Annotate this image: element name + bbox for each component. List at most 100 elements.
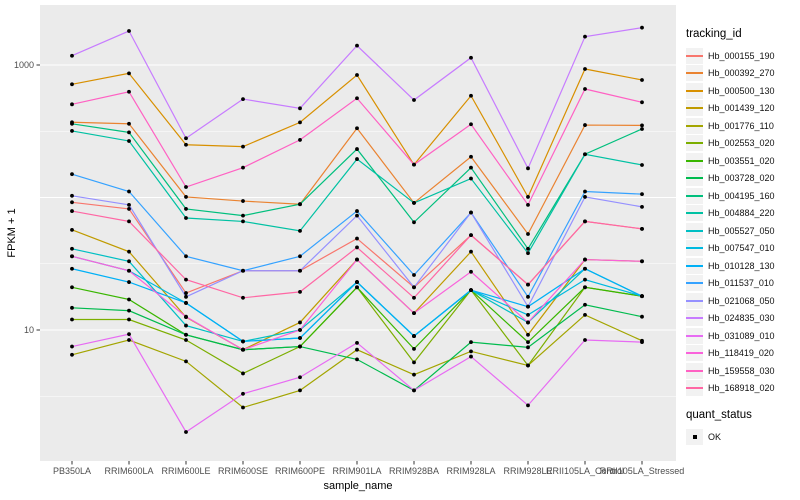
data-point (640, 340, 644, 345)
legend-rows: Hb_000155_190 Hb_000392_270 Hb_000500_130 H… (686, 47, 798, 397)
data-point (640, 25, 644, 30)
data-point (298, 388, 302, 393)
series-color-key (686, 152, 703, 169)
data-point (412, 273, 416, 277)
series-color-key (686, 310, 703, 327)
legend-item-label: Hb_001439_120 (708, 103, 775, 114)
data-point (184, 291, 188, 295)
x-tick-label: RRIM600PE (275, 466, 325, 476)
legend-item-Hb_000392_270: Hb_000392_270 (686, 65, 798, 83)
data-point (127, 259, 131, 264)
data-point (583, 189, 587, 194)
series-line-icon (686, 369, 703, 372)
legend-item-Hb_021068_050: Hb_021068_050 (686, 292, 798, 310)
legend-item-Hb_004195_160: Hb_004195_160 (686, 187, 798, 205)
data-point (70, 102, 74, 107)
data-point (127, 189, 131, 194)
data-point (355, 96, 359, 101)
data-point (70, 200, 74, 205)
data-point (70, 172, 74, 177)
data-point (127, 338, 131, 342)
legend-item-Hb_000155_190: Hb_000155_190 (686, 47, 798, 65)
legend-item-label: Hb_024835_030 (708, 313, 775, 324)
series-color-key (686, 47, 703, 64)
data-point (640, 100, 644, 105)
series-line-icon (686, 107, 703, 110)
series-line-icon (686, 89, 703, 92)
data-point (526, 345, 530, 350)
series-color-key (686, 117, 703, 134)
data-point (127, 89, 131, 94)
data-point (583, 219, 587, 224)
data-point (526, 195, 530, 199)
series-line-icon (686, 72, 703, 75)
data-point (583, 338, 587, 342)
data-point (526, 294, 530, 299)
data-point (469, 249, 473, 254)
x-tick-label: RRIM928LA (446, 466, 495, 476)
data-point (184, 136, 188, 141)
data-point (526, 282, 530, 287)
data-point (355, 245, 359, 250)
data-point (469, 288, 473, 293)
legend-item-label: Hb_004884_220 (708, 208, 775, 219)
data-point (241, 295, 245, 300)
data-point (184, 359, 188, 364)
series-color-key (686, 380, 703, 397)
data-point (469, 154, 473, 159)
series-color-key (686, 275, 703, 292)
data-point (469, 233, 473, 238)
data-point (298, 328, 302, 332)
series-line-icon (686, 247, 703, 250)
data-point (70, 193, 74, 198)
data-point (640, 192, 644, 197)
data-point (70, 227, 74, 232)
data-point (469, 354, 473, 359)
data-point (469, 269, 473, 274)
data-point (583, 266, 587, 271)
data-point (241, 144, 245, 149)
data-point (298, 254, 302, 259)
data-point (355, 340, 359, 345)
series-line-icon (686, 142, 703, 145)
legend-item-label: Hb_000392_270 (708, 68, 775, 79)
data-point (127, 202, 131, 207)
data-point (412, 388, 416, 393)
plot-panel (40, 5, 676, 461)
data-point (298, 138, 302, 142)
x-tick-label: RRIM901LA (332, 466, 381, 476)
data-point (184, 332, 188, 337)
legend-item-label: Hb_031089_010 (708, 330, 775, 341)
point-marker-icon (692, 434, 697, 439)
data-point (355, 157, 359, 161)
data-point (583, 195, 587, 199)
legend-item-Hb_001776_110: Hb_001776_110 (686, 117, 798, 135)
data-point (526, 320, 530, 325)
x-tick-label: RRIM600LE (161, 466, 210, 476)
data-point (640, 294, 644, 299)
data-point (412, 360, 416, 365)
data-point (70, 129, 74, 133)
data-point (127, 219, 131, 224)
legend-item-Hb_003551_020: Hb_003551_020 (686, 152, 798, 170)
data-point (640, 127, 644, 131)
data-point (355, 357, 359, 362)
data-point (640, 259, 644, 264)
series-color-key (686, 222, 703, 239)
data-point (127, 29, 131, 33)
legend-item-label: Hb_168918_020 (708, 383, 775, 394)
series-color-key (686, 257, 703, 274)
data-point (127, 71, 131, 76)
legend-item-label: Hb_000155_190 (708, 50, 775, 61)
data-point (412, 162, 416, 167)
data-point (298, 336, 302, 340)
data-point (355, 147, 359, 151)
y-tick-label: 10 (24, 325, 34, 335)
data-point (127, 268, 131, 273)
legend-item-label: Hb_010128_130 (708, 260, 775, 271)
legend-item-Hb_118419_020: Hb_118419_020 (686, 345, 798, 363)
data-point (355, 43, 359, 48)
legend-item-label: Hb_007547_010 (708, 243, 775, 254)
data-point (583, 152, 587, 157)
